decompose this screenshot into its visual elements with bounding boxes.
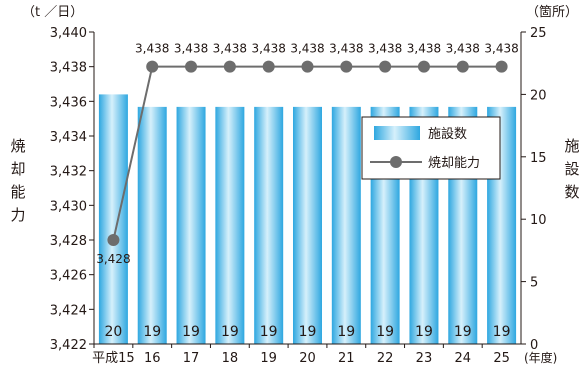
bar-value-label: 19	[221, 324, 239, 340]
line-value-label: 3,428	[96, 252, 130, 266]
y-tick-label-left: 3,428	[50, 234, 87, 249]
y-tick-label-right: 25	[530, 26, 547, 41]
line-value-label: 3,438	[484, 42, 518, 56]
x-axis-unit: (年度)	[524, 350, 557, 365]
y-axis-label-left: 焼却能力	[9, 135, 27, 227]
bar	[331, 106, 361, 344]
line-point	[340, 60, 353, 73]
axis-label-char: 力	[10, 206, 26, 224]
bar	[215, 106, 245, 344]
x-tick-label: 22	[377, 351, 394, 366]
bar-value-label: 20	[104, 324, 122, 340]
y-tick-label-right: 0	[530, 338, 538, 353]
bar-value-label: 19	[182, 324, 200, 340]
bar	[98, 94, 128, 345]
axis-label-char: 施	[564, 137, 580, 155]
left-axis-unit: （t ／日）	[22, 5, 83, 20]
line-value-label: 3,438	[446, 42, 480, 56]
line-point	[301, 60, 314, 73]
line-point	[185, 60, 198, 73]
x-tick-label: 17	[183, 351, 200, 366]
y-tick-label-left: 3,438	[50, 61, 87, 76]
legend-label-bar: 施設数	[428, 126, 467, 142]
bar	[137, 106, 167, 344]
y-tick-label-right: 10	[530, 213, 547, 228]
y-tick-label-right: 20	[530, 88, 547, 103]
y-tick-label-left: 3,430	[50, 199, 87, 214]
line-point	[495, 60, 508, 73]
y-tick-label-left: 3,436	[50, 95, 87, 110]
bar	[176, 106, 206, 344]
axis-label-char: 焼	[10, 137, 26, 155]
line-point	[417, 60, 430, 73]
x-tick-label: 20	[299, 351, 316, 366]
bar-value-label: 19	[493, 324, 511, 340]
bar-value-label: 19	[337, 324, 355, 340]
bar-value-label: 19	[376, 324, 394, 340]
y-tick-label-left: 3,434	[50, 130, 87, 145]
x-tick-label: 25	[493, 351, 510, 366]
y-tick-label-left: 3,440	[50, 26, 87, 41]
line-value-label: 3,438	[407, 42, 441, 56]
line-point	[107, 234, 120, 246]
bar-value-label: 19	[143, 324, 161, 340]
y-tick-label-right: 5	[530, 276, 538, 291]
y-tick-label-left: 3,426	[50, 269, 87, 284]
line-value-label: 3,438	[290, 42, 324, 56]
legend-label-line: 焼却能力	[428, 156, 480, 171]
bar-value-label: 19	[260, 324, 278, 340]
line-point	[379, 60, 392, 73]
x-tick-label: 24	[454, 351, 471, 366]
line-point	[262, 60, 275, 73]
line-value-label: 3,438	[252, 42, 286, 56]
axis-label-char: 却	[10, 160, 26, 178]
x-tick-label: 16	[144, 351, 161, 366]
bar	[254, 106, 284, 344]
legend-line-marker	[390, 156, 402, 168]
x-tick-label: 23	[416, 351, 433, 366]
y-axis-label-right: 施設数	[563, 135, 581, 204]
x-tick-label: 19	[260, 351, 277, 366]
bar	[293, 106, 322, 344]
y-tick-label-left: 3,422	[50, 338, 87, 353]
y-tick-label-left: 3,424	[50, 303, 87, 318]
line-point	[456, 60, 469, 73]
x-tick-label: 21	[338, 351, 355, 366]
legend-swatch-bar	[374, 126, 420, 140]
line-value-label: 3,438	[329, 42, 363, 56]
y-tick-label-left: 3,432	[50, 165, 87, 180]
axis-label-char: 設	[564, 160, 580, 178]
line-value-label: 3,438	[368, 42, 402, 56]
line-value-label: 3,438	[174, 42, 208, 56]
axis-label-char: 能	[10, 183, 26, 201]
y-tick-label-right: 15	[530, 151, 547, 166]
x-tick-label: 18	[222, 351, 239, 366]
line-value-label: 3,438	[213, 42, 247, 56]
line-value-label: 3,438	[135, 42, 169, 56]
bar-value-label: 19	[454, 324, 472, 340]
axis-label-char: 数	[564, 183, 580, 201]
right-axis-unit: （箇所）	[526, 4, 578, 20]
line-point	[223, 60, 236, 73]
bar-value-label: 19	[415, 324, 433, 340]
line-point	[146, 60, 159, 73]
x-tick-label: 平成15	[92, 351, 135, 366]
bar-value-label: 19	[299, 324, 317, 340]
